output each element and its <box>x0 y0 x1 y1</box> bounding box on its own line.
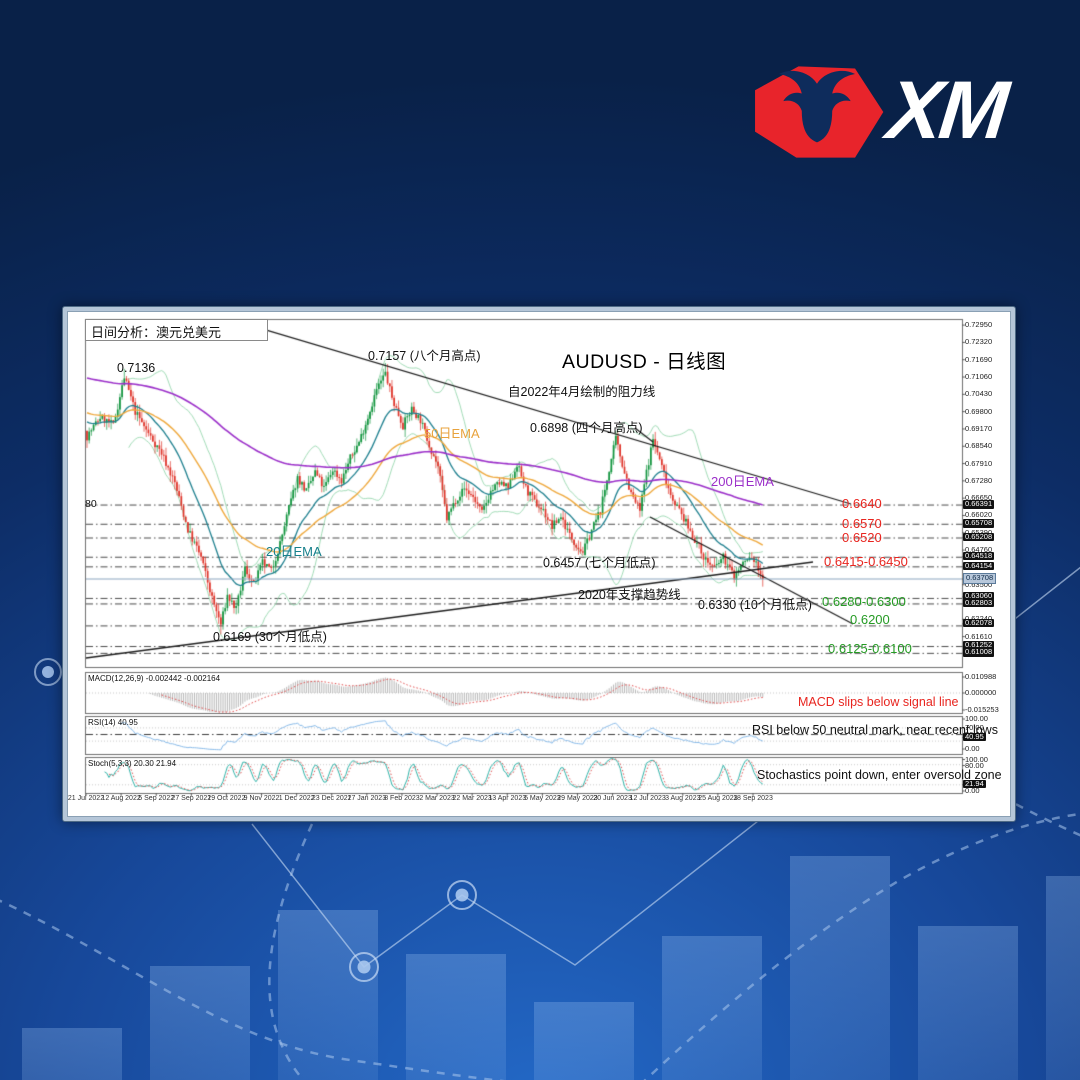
xm-logo: XM <box>742 62 1012 167</box>
price-axis-tick: 0.67910 <box>965 458 993 468</box>
price-level-label: 0.6570 <box>842 516 882 531</box>
price-axis-tick: 0.72950 <box>965 320 993 330</box>
macd-axis-tick: 0.010988 <box>965 672 997 681</box>
price-axis-tick: 0.64760 <box>965 545 993 555</box>
macd-annotation: MACD slips below signal line <box>798 695 959 709</box>
price-level-label: 0.6640 <box>842 496 882 511</box>
price-axis-tick: 0.66020 <box>965 510 993 520</box>
rsi-axis-tick: 70.00 <box>965 723 984 732</box>
price-axis-tick: 0.65390 <box>965 528 992 538</box>
analysis-note: 日间分析：澳元兑美元 <box>85 319 268 341</box>
price-axis-level-label: 0.61008 <box>963 647 995 657</box>
price-axis-tick: 0.63500 <box>965 579 993 589</box>
date-axis-label: 22 Mar 2023 <box>452 795 492 802</box>
price-axis-level-label: 0.64154 <box>963 560 995 571</box>
price-axis-tick: 0.72320 <box>965 337 993 347</box>
macd-indicator-label: MACD(12,26,9) -0.002442 -0.002164 <box>88 673 221 683</box>
date-axis-label: 17 Jan 2023 <box>347 795 387 802</box>
chart-title: AUDUSD - 日线图 <box>562 351 727 373</box>
price-axis-level-label: 0.66391 <box>963 499 995 509</box>
price-level-label: 0.6280-0.6300 <box>822 594 906 609</box>
xm-bull-icon <box>755 66 884 158</box>
chart-annotation: 自2022年4月绘制的阻力线 <box>508 385 656 399</box>
price-axis-tick: 0.70430 <box>965 389 993 399</box>
price-level-label: 0.6200 <box>850 612 890 627</box>
price-level-label: 0.6520 <box>842 530 882 545</box>
date-axis-label: 13 Apr 2023 <box>488 795 527 802</box>
chart-window: 日间分析：澳元兑美元 AUDUSD - 日线图 0.72950 0.72320 0.… <box>62 306 1016 822</box>
rsi-axis-value-box: 40.95 <box>963 731 986 742</box>
chart-annotation: 0.7136 <box>117 361 156 375</box>
chart-annotation: 0.6457 (七个月低点) <box>543 556 656 570</box>
bar-chart-silhouette <box>22 856 1080 1080</box>
stoch-axis-value-box: 21.94 <box>963 778 986 789</box>
chart-annotation: 0.6330 (10个月低点) <box>698 598 812 612</box>
price-axis-level-label: 0.64518 <box>963 550 995 561</box>
price-axis-tick: 0.69170 <box>965 423 993 433</box>
chart-label-overlay: 日间分析：澳元兑美元 AUDUSD - 日线图 0.72950 0.72320 0.… <box>68 312 1010 816</box>
chart-area: 日间分析：澳元兑美元 AUDUSD - 日线图 0.72950 0.72320 0.… <box>67 311 1011 817</box>
macd-axis-tick: 0.000000 <box>965 688 997 697</box>
chart-annotation: 20日EMA <box>266 544 322 559</box>
date-axis-label: 20 Jun 2023 <box>593 795 632 802</box>
date-axis-label: 21 Jul 2022 <box>67 795 105 802</box>
price-axis-level-label: 0.63060 <box>963 590 995 601</box>
date-axis-label: 12 Jul 2023 <box>629 795 666 802</box>
chart-annotation: 200日EMA <box>711 474 774 489</box>
date-axis-label: 9 Nov 2022 <box>243 795 280 802</box>
chart-annotation: 0.6169 (30个月低点) <box>213 630 327 644</box>
chart-annotation: 50日EMA <box>424 426 480 441</box>
date-axis-label: 5 Sep 2022 <box>138 795 175 802</box>
date-axis-label: 5 May 2023 <box>524 795 561 802</box>
stoch-indicator-label: Stoch(5,3,3) 20.30 21.94 <box>88 758 177 768</box>
price-axis-tick: 0.67280 <box>965 475 993 485</box>
price-axis-level-label: 0.62803 <box>963 597 995 608</box>
rsi-indicator-label: RSI(14) 40.95 <box>88 717 138 727</box>
date-axis-label: 1 Dec 2022 <box>278 795 315 802</box>
date-axis-label: 2 Mar 2023 <box>419 795 455 802</box>
date-axis-label: 19 Oct 2022 <box>207 795 246 802</box>
stoch-axis-tick: 0.00 <box>965 786 980 795</box>
date-axis-label: 3 Aug 2023 <box>665 795 701 802</box>
price-axis-tick: 0.66650 <box>965 493 993 503</box>
macd-axis-tick: -0.015253 <box>965 705 999 714</box>
price-axis-tick: 0.71690 <box>965 354 993 364</box>
price-axis-tick: 0.71060 <box>965 372 993 382</box>
rsi-axis-tick: 100.00 <box>965 714 988 723</box>
price-axis-current-price: 0.63708 <box>963 573 997 584</box>
price-axis-level-label: 0.65708 <box>963 518 995 528</box>
stoch-axis-tick: 100.00 <box>965 754 988 764</box>
price-axis-level-label: 0.62078 <box>963 617 995 628</box>
line-chart-decoration <box>34 566 1080 982</box>
date-axis-label: 29 May 2023 <box>557 795 598 802</box>
chart-annotation: 80 <box>85 498 97 510</box>
price-axis-level-label: 0.61252 <box>963 640 995 651</box>
date-axis-label: 27 Sep 2022 <box>171 795 212 802</box>
chart-annotation: 2020年支撑趋势线 <box>578 588 681 602</box>
xm-wordmark: XM <box>883 65 1010 156</box>
stoch-annotation: Stochastics point down, enter oversold z… <box>757 768 1002 782</box>
price-axis-tick: 0.69800 <box>965 406 993 416</box>
date-axis-label: 8 Feb 2023 <box>384 795 420 802</box>
price-axis-tick: 0.68540 <box>965 441 993 451</box>
price-chart-canvas[interactable] <box>68 312 1010 816</box>
date-axis-label: 12 Aug 2022 <box>101 795 141 802</box>
date-axis-label: 18 Sep 2023 <box>733 795 773 802</box>
price-axis-tick: 0.61610 <box>965 631 993 641</box>
chart-annotation: 0.7157 (八个月高点) <box>368 349 481 363</box>
stoch-axis-tick: 80.00 <box>965 760 984 770</box>
date-axis-label: 23 Dec 2022 <box>311 795 352 802</box>
price-level-label: 0.6415-0.6450 <box>824 554 908 569</box>
rsi-axis-tick: 0.00 <box>965 744 980 753</box>
price-axis-level-label: 0.65208 <box>963 531 995 542</box>
date-axis-label: 25 Aug 2023 <box>698 795 738 802</box>
price-level-label: 0.6125-0.6100 <box>828 641 912 656</box>
chart-annotation: 0.6898 (四个月高点) <box>530 421 643 435</box>
rsi-annotation: RSI below 50 neutral mark, near recent l… <box>752 723 998 737</box>
